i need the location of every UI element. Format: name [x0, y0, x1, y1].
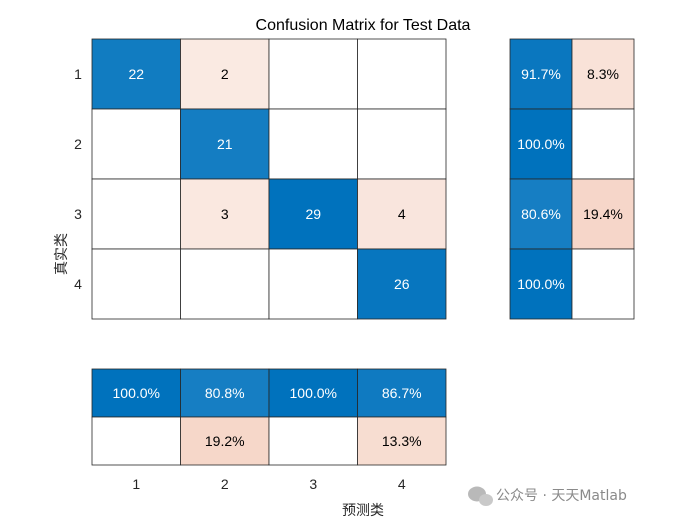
row-summary-r1-incorrect-label: 8.3% — [587, 66, 619, 82]
row-summary-r4-correct-label: 100.0% — [517, 276, 564, 292]
watermark: 公众号 · 天天Matlab — [468, 486, 627, 506]
column-summary: 100.0% 80.8% 100.0% 86.7% 19.2% 13.3% — [91, 368, 447, 466]
row-summary-r2-correct — [509, 108, 573, 180]
column-summary-c3-incorrect — [268, 416, 358, 466]
row-summary-r3-incorrect-label: 19.4% — [583, 206, 623, 222]
column-summary-c2-incorrect — [180, 416, 270, 466]
row-summary-r2-incorrect — [571, 108, 635, 180]
column-summary-c3-correct-label: 100.0% — [290, 385, 337, 401]
column-summary-c1-correct — [91, 368, 181, 418]
x-tick-label: 3 — [309, 476, 317, 492]
matrix-cell-r4-c4-label: 26 — [394, 276, 410, 292]
row-summary: 91.7% 8.3% 100.0% 80.6% 19.4% 100.0% — [509, 38, 635, 320]
x-axis-label: 预测类 — [342, 503, 384, 519]
row-summary-r2-correct-label: 100.0% — [517, 136, 564, 152]
x-tick-label: 1 — [132, 476, 140, 492]
y-tick-label: 3 — [74, 206, 82, 222]
matrix-cell-r1-c4 — [357, 38, 447, 110]
column-summary-c4-correct — [357, 368, 447, 418]
column-summary-c1-correct-label: 100.0% — [113, 385, 160, 401]
matrix-cell-r1-c1 — [91, 38, 181, 110]
matrix-cell-r3-c4-label: 4 — [398, 206, 406, 222]
y-tick-label: 2 — [74, 136, 82, 152]
matrix-cell-r4-c1 — [91, 248, 181, 320]
row-summary-r4-correct — [509, 248, 573, 320]
x-tick-label: 4 — [398, 476, 406, 492]
row-summary-r3-incorrect — [571, 178, 635, 250]
matrix-cell-r4-c3 — [268, 248, 358, 320]
matrix-cell-r3-c3-label: 29 — [305, 206, 321, 222]
matrix-cell-r4-c4 — [357, 248, 447, 320]
y-tick-label: 4 — [74, 276, 82, 292]
matrix-cell-r2-c2-label: 21 — [217, 136, 233, 152]
column-summary-c2-correct-label: 80.8% — [205, 385, 245, 401]
wechat-icon — [468, 486, 493, 506]
y-axis-label: 真实类 — [54, 233, 70, 275]
matrix-cell-r2-c2 — [180, 108, 270, 180]
column-summary-c2-incorrect-label: 19.2% — [205, 433, 245, 449]
row-summary-r1-correct — [509, 38, 573, 110]
matrix-cell-r2-c3 — [268, 108, 358, 180]
y-tick-label: 1 — [74, 66, 82, 82]
watermark-text: 公众号 · 天天Matlab — [496, 488, 627, 504]
matrix-cell-r3-c3 — [268, 178, 358, 250]
x-tick-label: 2 — [221, 476, 229, 492]
matrix-cell-r3-c4 — [357, 178, 447, 250]
column-summary-c3-correct — [268, 368, 358, 418]
column-summary-c4-correct-label: 86.7% — [382, 385, 422, 401]
row-summary-r1-correct-label: 91.7% — [521, 66, 561, 82]
row-summary-r3-correct-label: 80.6% — [521, 206, 561, 222]
column-summary-c4-incorrect-label: 13.3% — [382, 433, 422, 449]
matrix-cell-r1-c2-label: 2 — [221, 66, 229, 82]
chart-title: Confusion Matrix for Test Data — [256, 17, 471, 34]
matrix-cell-r3-c2-label: 3 — [221, 206, 229, 222]
matrix-cell-r1-c2 — [180, 38, 270, 110]
matrix-cell-r1-c3 — [268, 38, 358, 110]
matrix-cell-r2-c4 — [357, 108, 447, 180]
tick-labels: 1 2 3 4 1 2 3 4 — [74, 66, 406, 492]
matrix-cell-r2-c1 — [91, 108, 181, 180]
matrix-cell-r1-c1-label: 22 — [128, 66, 144, 82]
column-summary-c4-incorrect — [357, 416, 447, 466]
matrix-cell-r4-c2 — [180, 248, 270, 320]
column-summary-c1-incorrect — [91, 416, 181, 466]
matrix-cell-r3-c1 — [91, 178, 181, 250]
row-summary-r4-incorrect — [571, 248, 635, 320]
matrix-cell-r3-c2 — [180, 178, 270, 250]
